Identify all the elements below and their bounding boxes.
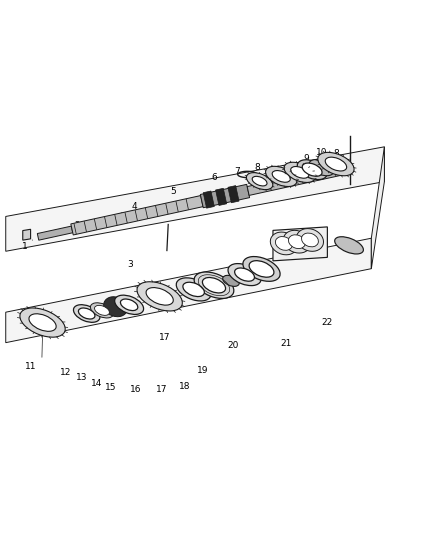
Ellipse shape <box>235 268 254 281</box>
Ellipse shape <box>301 233 318 247</box>
Ellipse shape <box>74 305 100 322</box>
Polygon shape <box>228 185 239 203</box>
Polygon shape <box>215 188 227 206</box>
Text: 21: 21 <box>281 340 292 349</box>
Text: 15: 15 <box>105 383 117 392</box>
Ellipse shape <box>104 297 127 317</box>
Text: 17: 17 <box>156 385 167 394</box>
Polygon shape <box>203 191 214 208</box>
Polygon shape <box>37 226 73 240</box>
Ellipse shape <box>276 237 292 251</box>
Ellipse shape <box>270 232 297 255</box>
Ellipse shape <box>302 163 322 176</box>
Ellipse shape <box>252 176 267 186</box>
Ellipse shape <box>183 282 205 296</box>
Text: 22: 22 <box>321 318 332 327</box>
Ellipse shape <box>249 261 274 277</box>
Polygon shape <box>6 147 385 251</box>
Ellipse shape <box>335 237 364 254</box>
Text: 2: 2 <box>75 221 80 230</box>
Text: 10: 10 <box>315 148 327 157</box>
Ellipse shape <box>284 162 315 182</box>
Text: 7: 7 <box>234 167 240 176</box>
Text: 18: 18 <box>179 382 191 391</box>
Ellipse shape <box>265 166 297 187</box>
Text: 20: 20 <box>227 341 239 350</box>
Text: 12: 12 <box>60 368 71 377</box>
Ellipse shape <box>120 299 138 311</box>
Polygon shape <box>6 238 371 343</box>
Text: 6: 6 <box>212 173 218 182</box>
Ellipse shape <box>115 295 144 314</box>
Polygon shape <box>23 229 31 240</box>
Text: 13: 13 <box>76 373 88 382</box>
Text: 1: 1 <box>22 243 28 252</box>
Text: 11: 11 <box>25 362 37 371</box>
Polygon shape <box>247 166 342 196</box>
Ellipse shape <box>90 303 113 318</box>
Ellipse shape <box>202 278 226 293</box>
Text: 5: 5 <box>170 187 176 196</box>
Text: 16: 16 <box>130 385 141 394</box>
Polygon shape <box>371 147 385 269</box>
Ellipse shape <box>194 272 234 298</box>
Ellipse shape <box>243 256 280 281</box>
Ellipse shape <box>247 173 273 190</box>
Polygon shape <box>273 227 327 261</box>
Text: 19: 19 <box>197 366 208 375</box>
Ellipse shape <box>20 308 65 337</box>
Ellipse shape <box>309 159 334 176</box>
Ellipse shape <box>291 166 309 178</box>
Ellipse shape <box>325 157 346 171</box>
Ellipse shape <box>78 308 95 319</box>
Ellipse shape <box>297 160 327 180</box>
Ellipse shape <box>228 264 261 286</box>
Ellipse shape <box>95 305 110 316</box>
Ellipse shape <box>283 230 311 253</box>
Polygon shape <box>200 184 250 208</box>
Text: 8: 8 <box>334 149 339 158</box>
Ellipse shape <box>137 282 182 311</box>
Ellipse shape <box>289 235 305 248</box>
Text: 3: 3 <box>127 260 133 269</box>
Text: 9: 9 <box>303 154 309 163</box>
Text: 4: 4 <box>131 202 137 211</box>
Ellipse shape <box>176 278 211 301</box>
Ellipse shape <box>146 288 173 305</box>
Polygon shape <box>71 196 203 235</box>
Ellipse shape <box>297 229 324 251</box>
Ellipse shape <box>29 314 56 332</box>
Text: 8: 8 <box>254 163 260 172</box>
Text: 17: 17 <box>159 333 170 342</box>
Ellipse shape <box>223 276 239 286</box>
Ellipse shape <box>318 152 354 176</box>
Ellipse shape <box>272 171 290 182</box>
Text: 14: 14 <box>91 378 102 387</box>
